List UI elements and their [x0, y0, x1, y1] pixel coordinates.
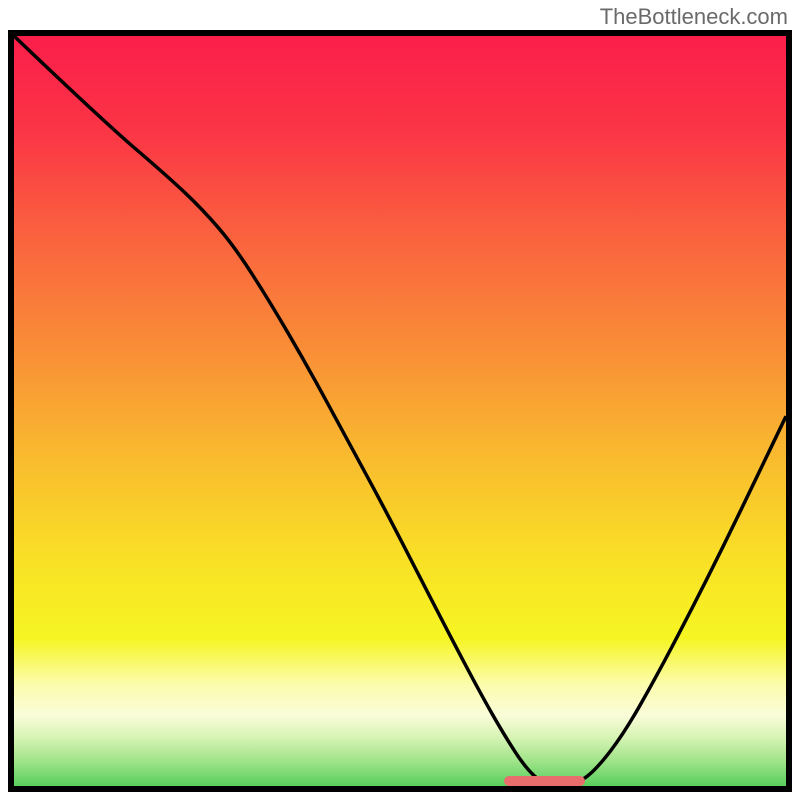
- bottleneck-curve: [14, 36, 786, 786]
- optimal-range-marker: [504, 776, 585, 786]
- bottleneck-chart: [8, 30, 792, 792]
- watermark-text: TheBottleneck.com: [600, 4, 788, 30]
